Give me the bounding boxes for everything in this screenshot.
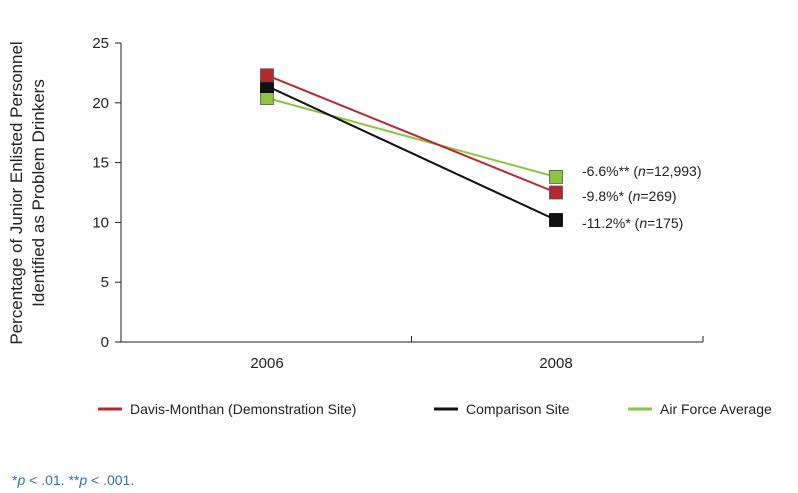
x-tick-label: 2008 (539, 355, 572, 372)
legend-label: Air Force Average (660, 401, 772, 417)
legend-label: Comparison Site (466, 401, 570, 417)
series-marker (549, 185, 563, 200)
series-marker (260, 91, 274, 105)
y-tick-label: 5 (101, 274, 109, 291)
legend-item: Comparison Site (434, 401, 570, 417)
y-axis-label-line: Identified as Problem Drinkers (29, 79, 48, 307)
legend-label: Davis-Monthan (Demonstration Site) (130, 401, 356, 417)
series-markers (260, 68, 563, 227)
significance-footnote: *p < .01. **p < .001. (12, 472, 134, 488)
legend: Davis-Monthan (Demonstration Site) Compar… (98, 401, 772, 417)
y-axis-label-line: Percentage of Junior Enlisted Personnel (7, 41, 26, 344)
series-lines (266, 74, 557, 221)
y-tick-label: 15 (92, 155, 109, 172)
footnote-p1: p (17, 472, 26, 488)
change-annotations: -6.6%** (n=12,993) -9.8%* (n=269) -11.2%* … (582, 163, 702, 231)
axes: 0 5 10 15 20 25 2006 2008 (92, 35, 704, 372)
line-chart: 0 5 10 15 20 25 2006 2008 Percentage of Junior … (7, 35, 772, 417)
legend-item: Davis-Monthan (Demonstration Site) (98, 401, 356, 417)
legend-item: Air Force Average (628, 401, 772, 417)
series-line (266, 97, 557, 178)
series-marker (549, 213, 563, 227)
change-annotation: -11.2%* (n=175) (582, 215, 683, 231)
footnote-text1: < .01. ** (25, 472, 80, 488)
change-annotation: -9.8%* (n=269) (582, 188, 677, 204)
footnote-text2: < .001. (87, 472, 135, 488)
series-marker (260, 68, 274, 83)
y-tick-label: 0 (101, 334, 109, 351)
footnote-asterisk: * (12, 472, 18, 488)
footnote-p2: p (79, 472, 88, 488)
y-axis-label: Percentage of Junior Enlisted Personnel I… (7, 41, 48, 344)
change-annotation: -6.6%** (n=12,993) (582, 163, 702, 179)
series-line (266, 74, 557, 194)
series-marker (549, 170, 563, 184)
x-tick-label: 2006 (250, 355, 283, 372)
y-tick-label: 25 (92, 35, 109, 52)
y-tick-label: 10 (92, 214, 109, 231)
y-tick-label: 20 (92, 95, 109, 112)
series-line (266, 85, 557, 221)
